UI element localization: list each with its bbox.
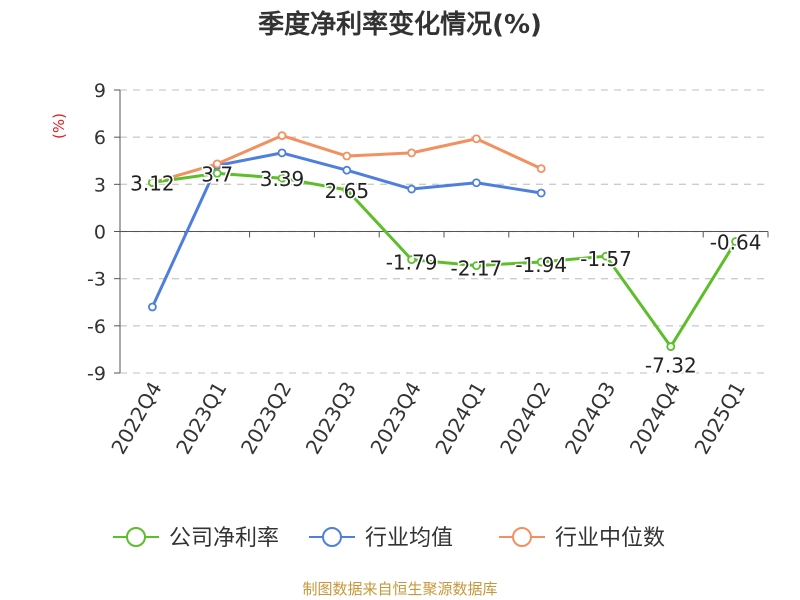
chart-title: 季度净利率变化情况(%) [258,10,542,40]
data-labels: 3.12 3.7 3.39 2.65 -1.79 -2.17 -1.94 -1.57 -7.32… [129,161,763,379]
legend-marker [322,527,342,547]
data-point [147,302,157,312]
y-tick-label: -9 [87,363,106,385]
data-point [407,184,417,194]
data-point [212,159,222,169]
data-point [277,131,287,140]
data-point [601,251,611,261]
data-point [277,173,287,183]
y-axis-label: (%) [50,113,68,139]
legend-marker [512,527,532,547]
legend-label: 行业中位数 [555,526,665,551]
legend-label: 公司净利率 [169,526,279,551]
data-label: 3.39 [260,167,305,191]
x-tick-label: 2024Q1 [430,378,490,459]
data-point [471,261,481,271]
data-label: -0.64 [710,231,762,255]
legend-marker [126,527,146,547]
data-point [471,134,481,144]
x-tick-label: 2022Q4 [106,378,166,459]
data-point [731,237,740,246]
data-label: -1.94 [515,253,567,277]
x-tick-label: 2023Q2 [236,378,296,459]
x-tick-label: 2025Q1 [689,378,749,459]
series-lines [147,131,740,351]
data-label: -2.17 [451,257,503,281]
y-tick-label: 9 [94,80,106,102]
x-tick-label: 2024Q3 [560,378,620,459]
data-label: -7.32 [645,354,697,378]
data-point [212,168,222,178]
data-point [342,185,352,195]
data-label: 2.65 [325,179,370,203]
y-tick-label: -6 [87,316,106,338]
data-point [342,165,352,175]
x-tick-label: 2024Q2 [495,378,555,459]
data-point [407,148,417,158]
data-point [536,188,546,198]
data-label: -1.79 [386,251,438,275]
series-line [152,171,737,349]
data-source-note: 制图数据来自恒生聚源数据库 [302,580,498,598]
data-point [342,151,352,161]
data-point [536,164,546,174]
y-tick-label: -3 [87,269,106,291]
data-label: 3.7 [201,162,233,186]
data-point [147,178,157,187]
y-tick-label: 0 [94,222,106,244]
data-label: 3.12 [130,171,175,195]
x-tick-label: 2023Q4 [365,378,425,459]
x-tick-label: 2023Q1 [171,378,231,459]
data-point [471,178,481,188]
legend-label: 行业均值 [365,526,453,551]
y-tick-label: 6 [94,127,106,149]
data-point [277,148,287,158]
data-label: -1.57 [580,247,632,271]
data-point [666,342,676,351]
x-tick-label: 2023Q3 [301,378,361,459]
y-tick-label: 3 [94,174,106,196]
x-tick-label: 2024Q4 [625,378,685,459]
legend: 公司净利率 行业均值 行业中位数 [113,526,665,551]
data-point [407,255,417,265]
data-point [536,257,546,267]
